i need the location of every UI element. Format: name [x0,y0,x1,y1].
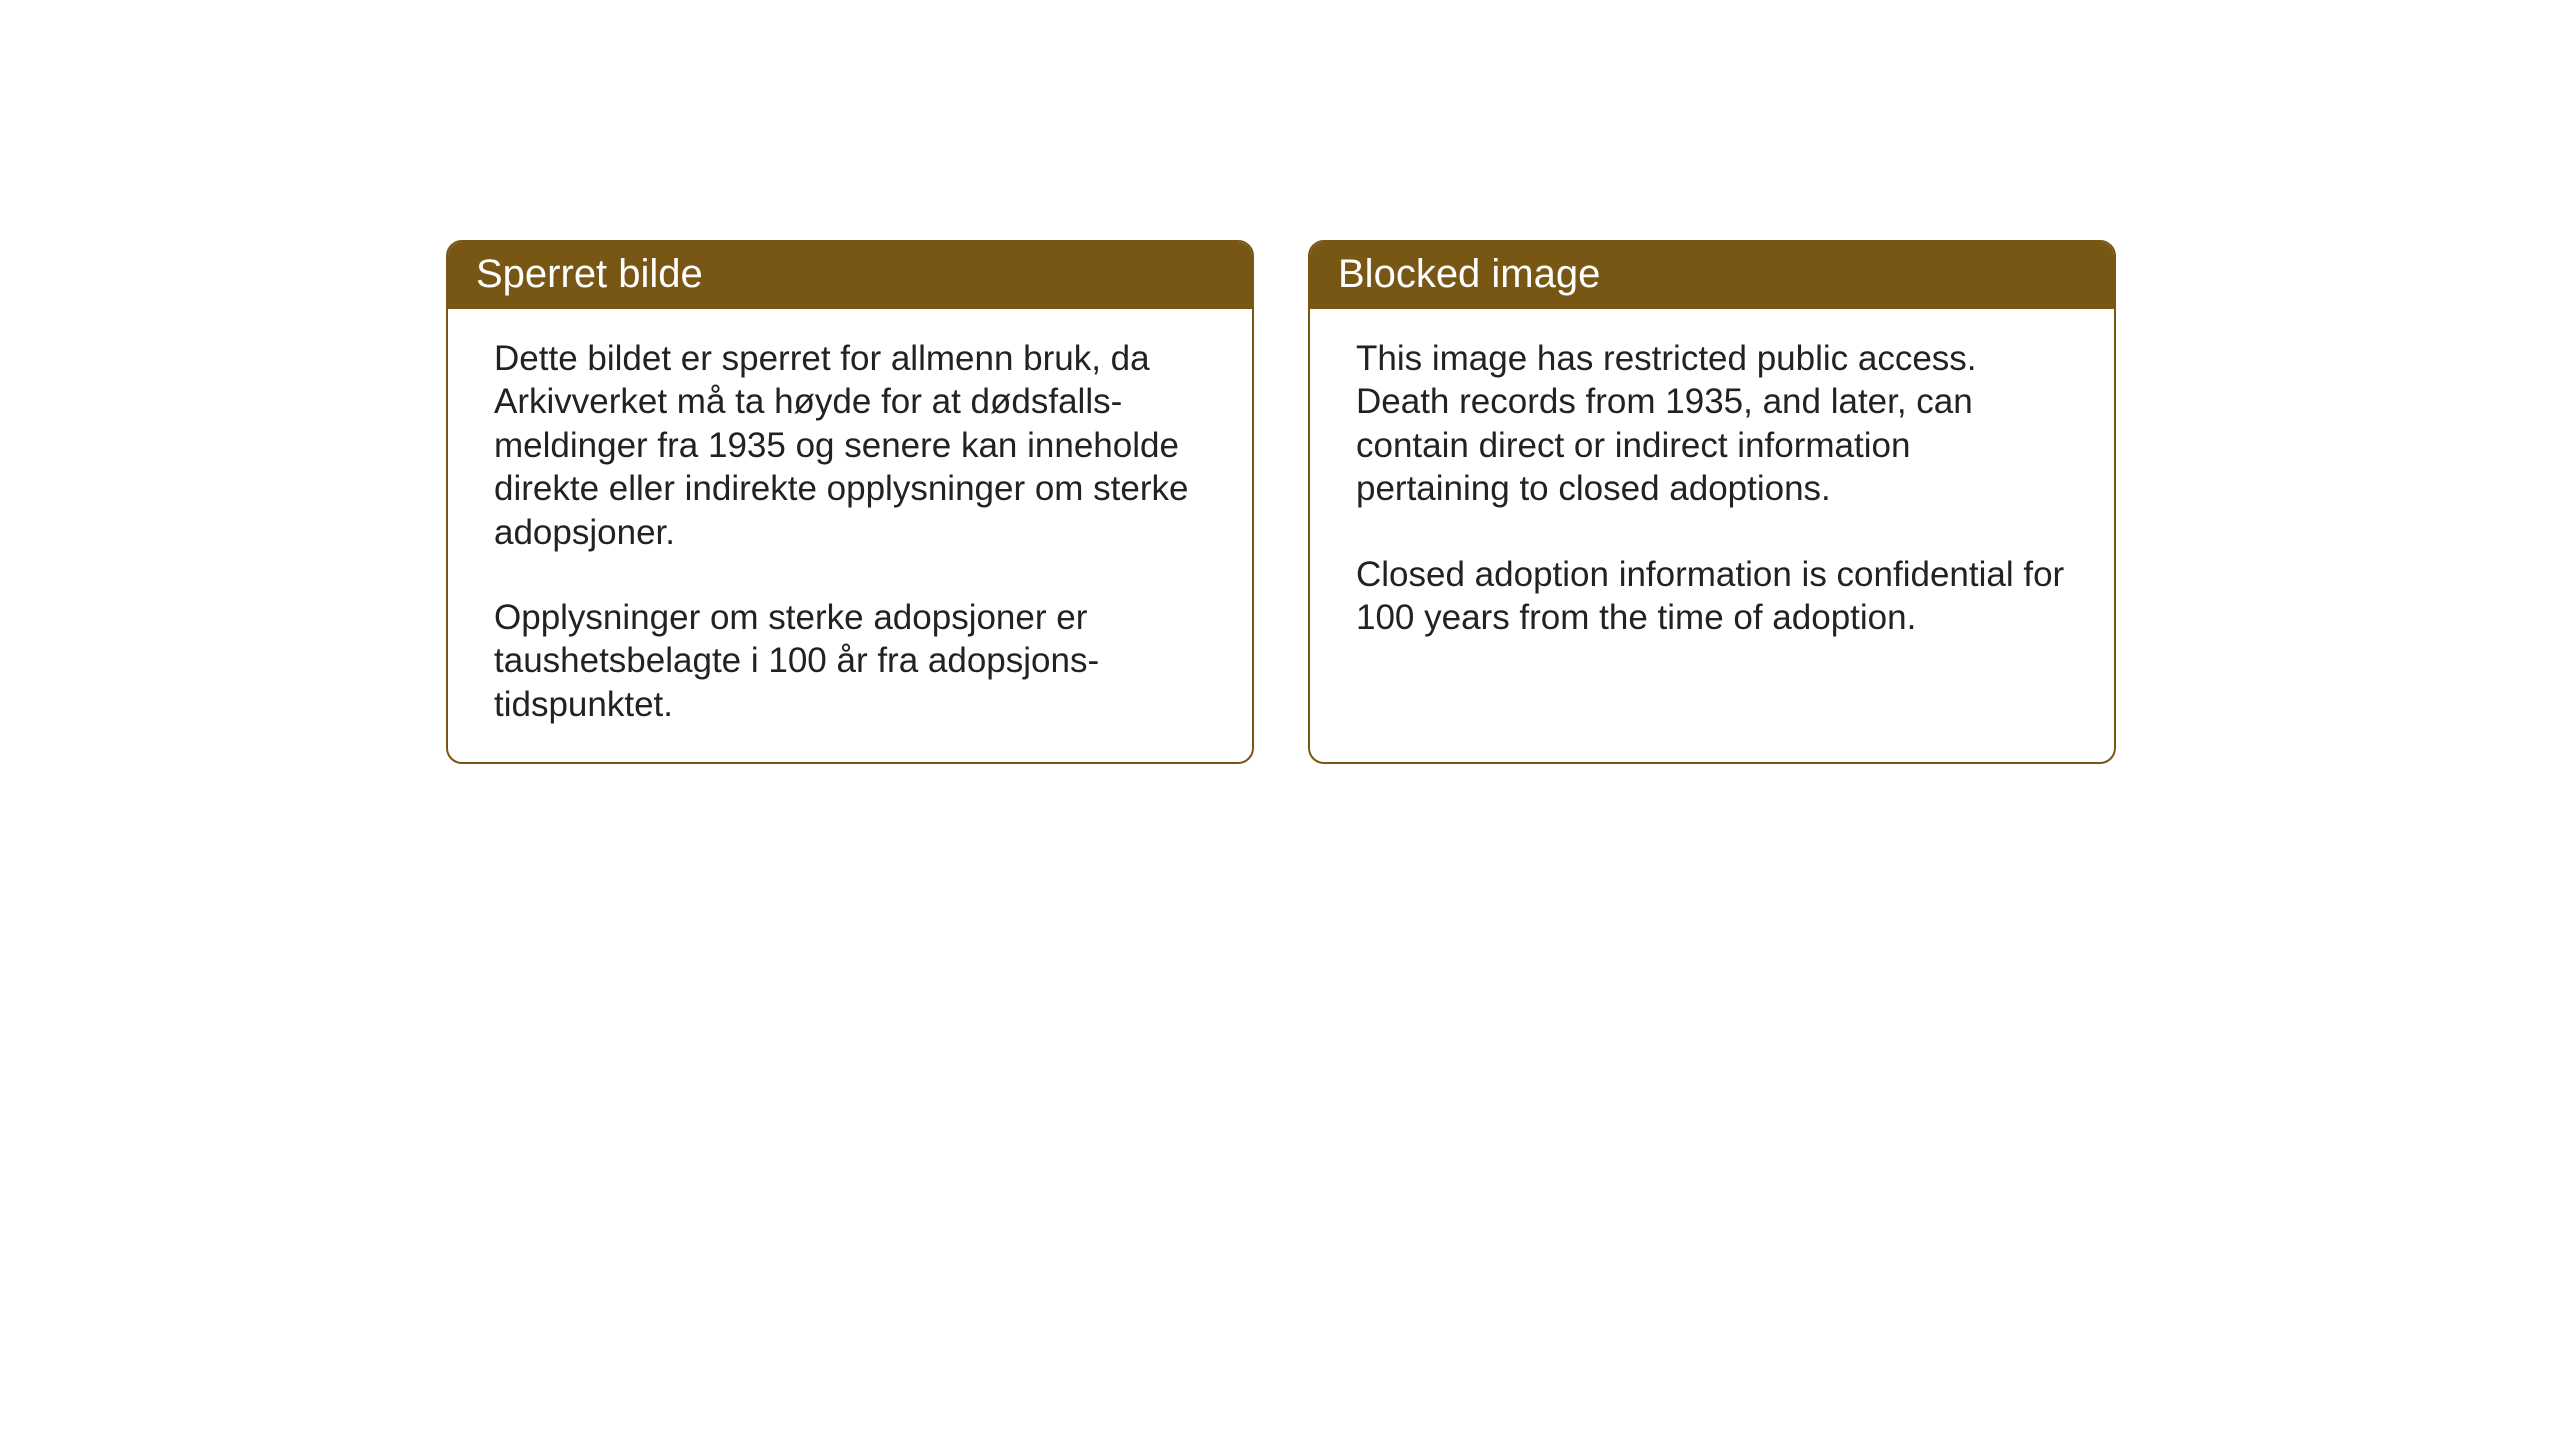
notice-header-english: Blocked image [1310,242,2114,309]
notice-header-norwegian: Sperret bilde [448,242,1252,309]
notice-title-english: Blocked image [1338,252,1600,296]
notice-card-norwegian: Sperret bilde Dette bildet er sperret fo… [446,240,1254,764]
notice-title-norwegian: Sperret bilde [476,252,703,296]
notice-paragraph-2-english: Closed adoption information is confident… [1356,553,2068,640]
notice-body-english: This image has restricted public access.… [1310,309,2114,675]
notice-paragraph-1-english: This image has restricted public access.… [1356,337,2068,511]
notice-paragraph-2-norwegian: Opplysninger om sterke adopsjoner er tau… [494,596,1206,726]
notice-card-english: Blocked image This image has restricted … [1308,240,2116,764]
notice-container: Sperret bilde Dette bildet er sperret fo… [446,240,2116,764]
notice-paragraph-1-norwegian: Dette bildet er sperret for allmenn bruk… [494,337,1206,554]
notice-body-norwegian: Dette bildet er sperret for allmenn bruk… [448,309,1252,762]
